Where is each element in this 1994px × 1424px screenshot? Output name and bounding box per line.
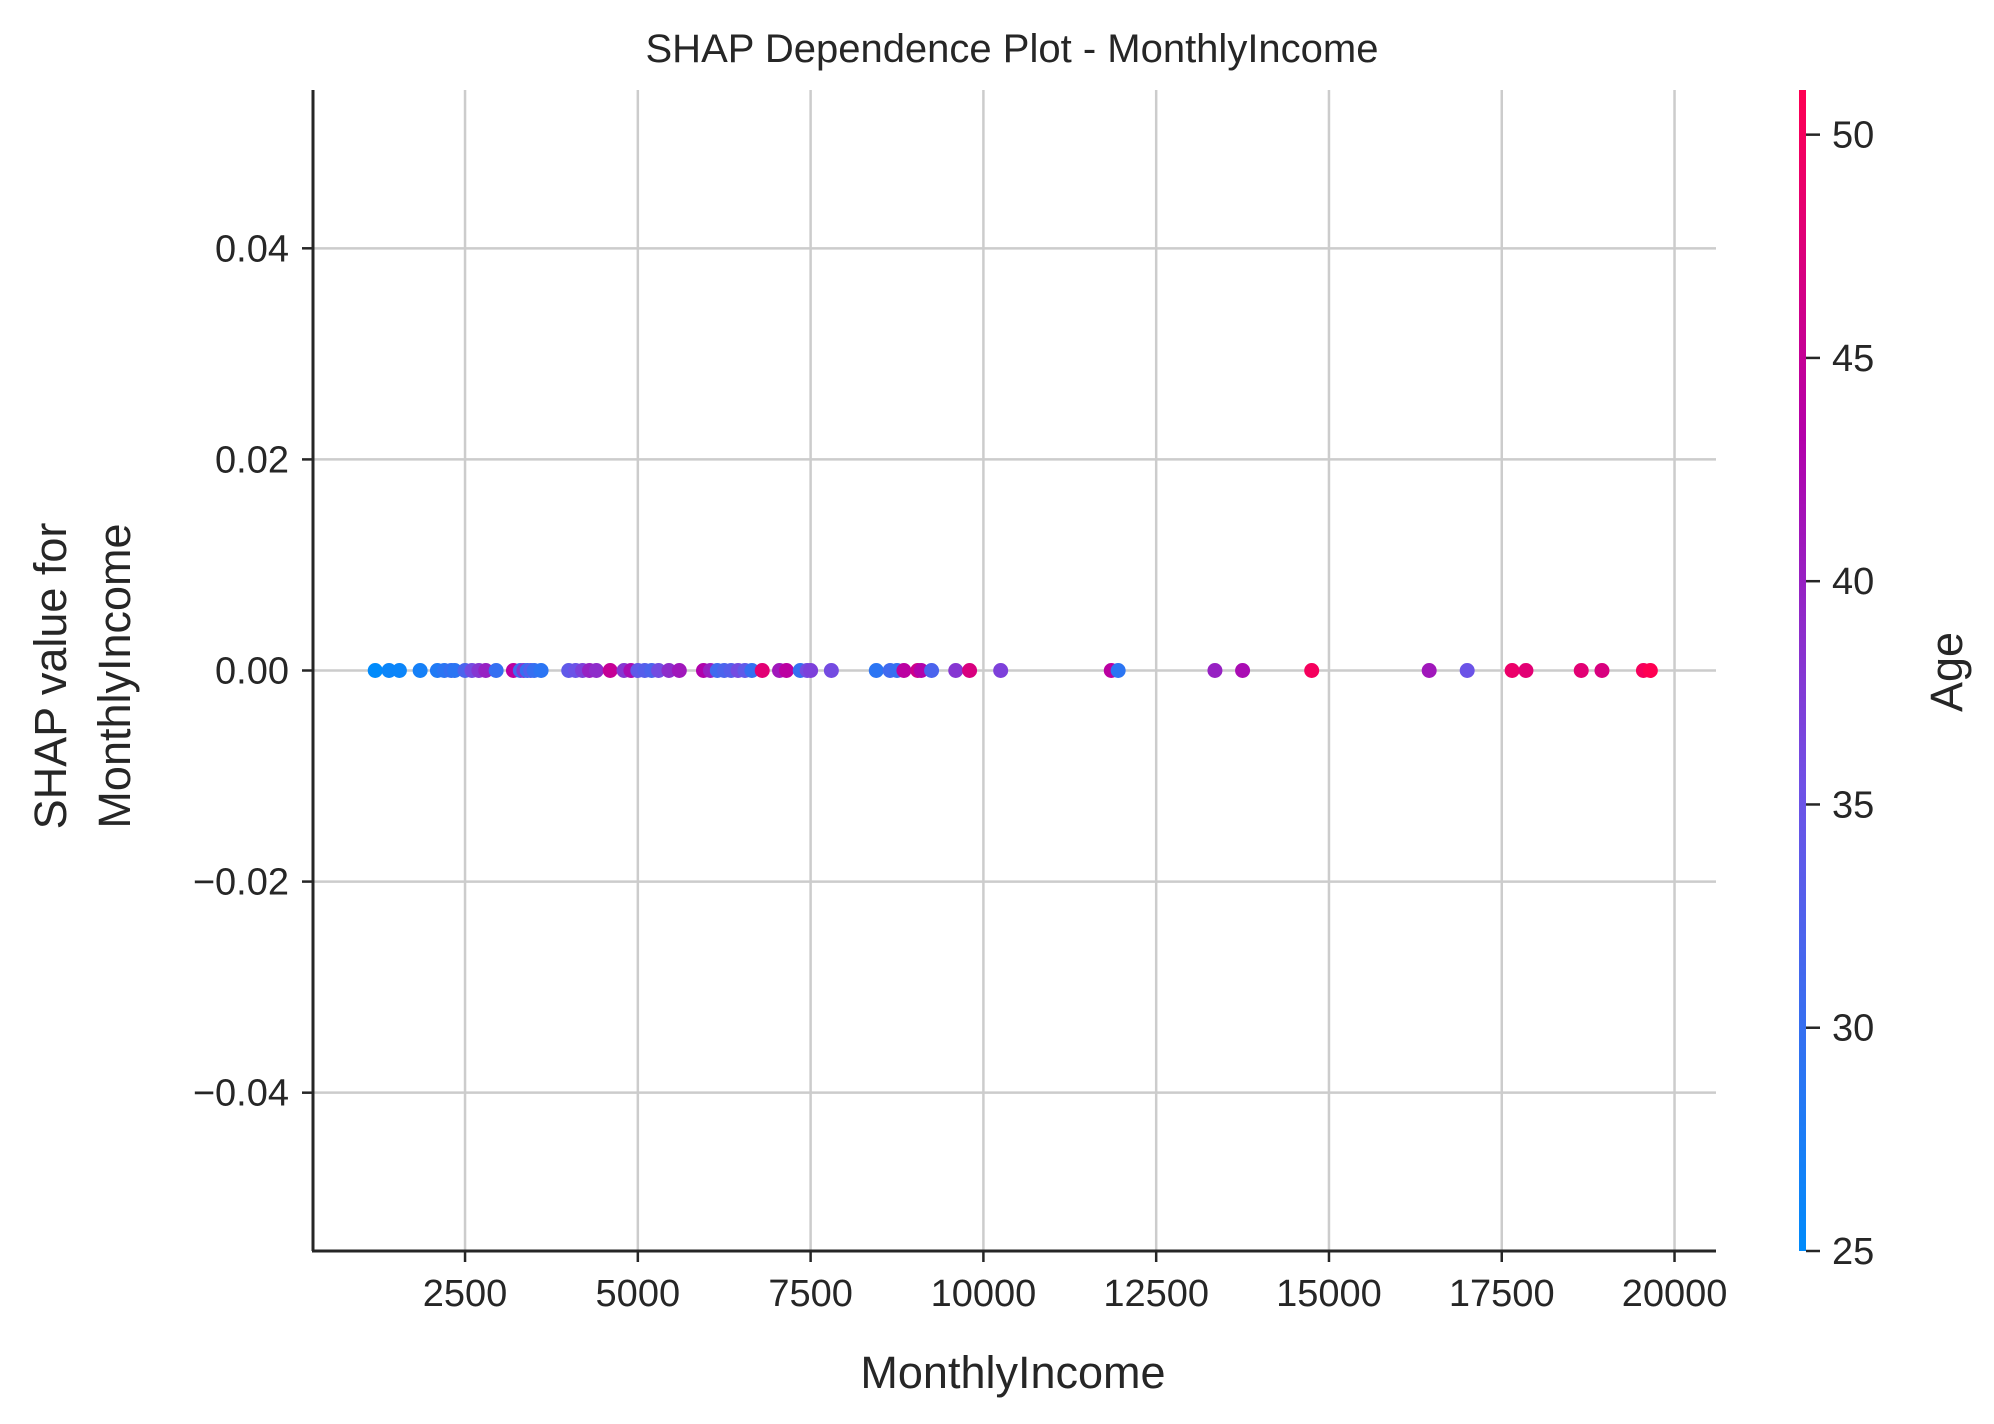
y-tick-label: 0.04 [215,228,289,270]
colorbar-tick-label: 25 [1832,1231,1874,1273]
y-axis-label: SHAP value for MonthlyIncome [25,523,140,830]
y-tick-label: 0.02 [215,439,289,481]
data-point [1642,663,1658,678]
data-point [778,663,794,678]
data-point [588,663,604,678]
data-point [1235,663,1251,678]
colorbar-ticks: 25 30 35 40 45 50 [1806,115,1874,1273]
data-point [896,663,912,678]
data-point [661,663,677,678]
y-axis-label-line-2: MonthlyIncome [89,523,140,828]
x-tick-label: 20000 [1622,1273,1728,1315]
x-ticks: 2500 5000 7500 10000 12500 15000 17500 20000 [423,1251,1728,1315]
data-point [391,663,407,678]
data-point [533,663,549,678]
chart-title: SHAP Dependence Plot - MonthlyIncome [646,27,1379,71]
y-tick-label: 0.00 [215,651,289,693]
data-point [1207,663,1223,678]
x-tick-label: 5000 [596,1273,681,1315]
data-point [1573,663,1589,678]
data-point [1110,663,1126,678]
data-point [367,663,383,678]
data-point [803,663,819,678]
data-point [744,663,760,678]
data-point [1594,663,1610,678]
colorbar [1799,90,1806,1251]
data-point [651,663,667,678]
y-axis-label-line-1: SHAP value for [25,523,76,830]
data-point [1459,663,1475,678]
data-point [948,663,964,678]
data-point [381,663,397,678]
data-point [993,663,1009,678]
scatter-points [367,663,1658,678]
data-point [754,663,770,678]
y-tick-label: −0.02 [193,862,289,904]
x-tick-label: 17500 [1449,1273,1555,1315]
x-tick-label: 12500 [1103,1273,1209,1315]
x-tick-label: 2500 [423,1273,508,1315]
colorbar-tick-label: 50 [1832,115,1874,157]
data-point [924,663,940,678]
x-axis-label: MonthlyIncome [860,1347,1165,1398]
data-point [1518,663,1534,678]
data-point [1304,663,1320,678]
data-point [488,663,504,678]
colorbar-tick-label: 45 [1832,338,1874,380]
data-point [671,663,687,678]
data-point [1504,663,1520,678]
data-point [478,663,494,678]
x-tick-label: 7500 [768,1273,853,1315]
data-point [962,663,978,678]
colorbar-tick-label: 30 [1832,1008,1874,1050]
x-tick-label: 15000 [1276,1273,1382,1315]
colorbar-tick-label: 40 [1832,561,1874,603]
data-point [868,663,884,678]
colorbar-label: Age [1921,632,1972,712]
data-point [1421,663,1437,678]
y-tick-label: −0.04 [193,1073,289,1115]
colorbar-tick-label: 35 [1832,784,1874,826]
data-point [412,663,428,678]
y-ticks: 0.04 0.02 0.00 −0.02 −0.04 [193,228,313,1115]
data-point [447,663,463,678]
x-tick-label: 10000 [931,1273,1037,1315]
data-point [602,663,618,678]
data-point [823,663,839,678]
data-point [913,663,929,678]
